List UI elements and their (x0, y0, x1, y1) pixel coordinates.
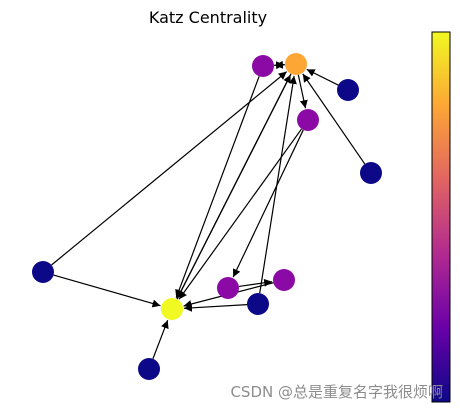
colorbar (431, 31, 451, 403)
node-n1 (285, 53, 307, 75)
node-n9 (32, 261, 54, 283)
node-n7 (360, 162, 382, 184)
edge-n3-n4 (232, 129, 304, 278)
edge-n0-n1 (176, 74, 292, 300)
edge-n2-n0 (175, 76, 260, 298)
nodes-layer (32, 53, 382, 380)
edge-n9-n0 (53, 274, 161, 308)
node-n4 (217, 277, 239, 299)
node-n0 (161, 298, 183, 320)
node-n8 (247, 293, 269, 315)
figure-title: Katz Centrality (149, 8, 267, 27)
node-n2 (252, 55, 274, 77)
watermark-text: CSDN @总是重复名字我很烦啊 (230, 383, 443, 401)
edge-n1-n2 (274, 60, 286, 69)
edge-n10-n0 (152, 319, 169, 359)
node-n6 (337, 79, 359, 101)
edge-n9-n1 (51, 71, 288, 266)
edge-n7-n1 (302, 73, 366, 165)
node-n5 (273, 269, 295, 291)
edge-n8-n0 (183, 303, 248, 312)
node-n3 (297, 109, 319, 131)
node-n10 (138, 358, 160, 380)
edge-n1-n3 (297, 74, 308, 109)
edges-layer (51, 60, 366, 359)
edge-n6-n1 (306, 68, 339, 86)
edge-n3-n0 (178, 128, 303, 300)
edge-n4-n5 (238, 278, 273, 288)
